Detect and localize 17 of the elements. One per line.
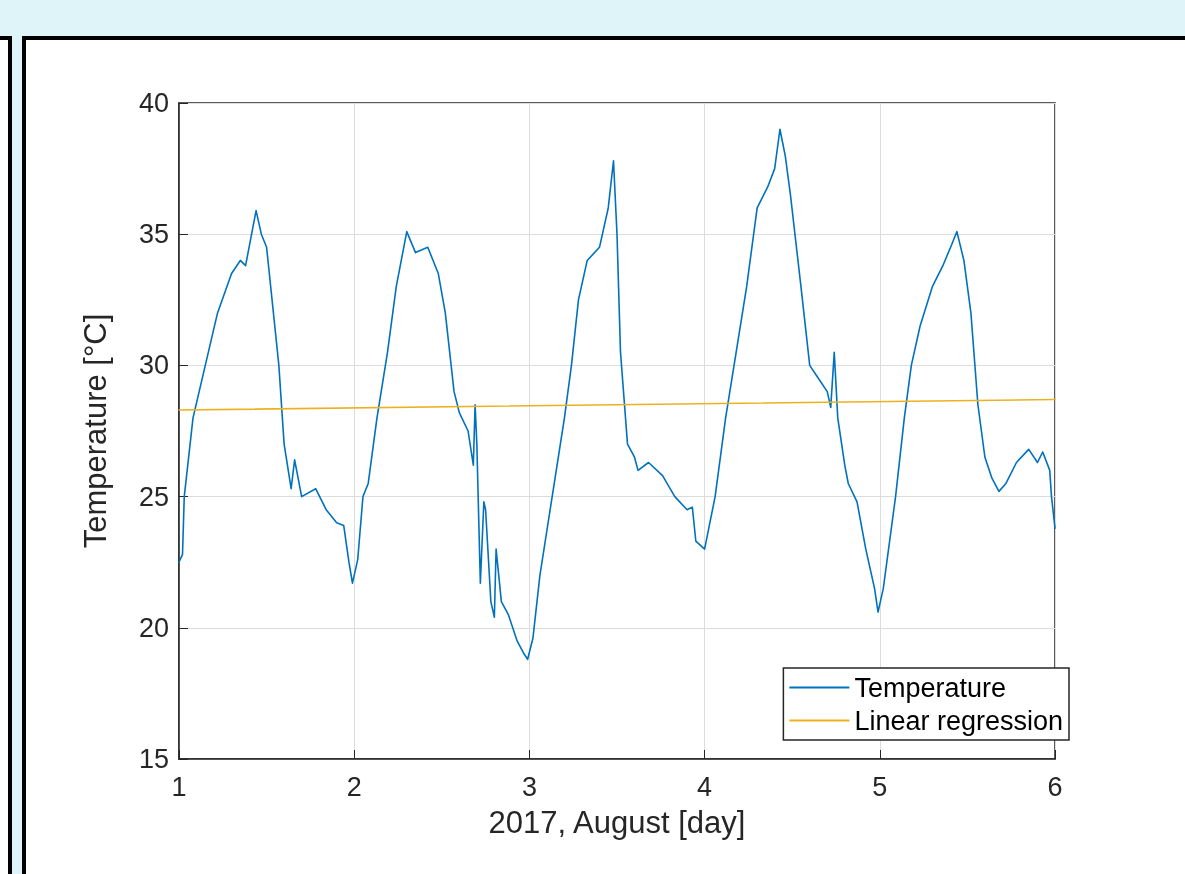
line-series [178,128,1056,661]
y-tick-label: 25 [138,481,169,512]
y-tick-label: 30 [138,350,169,381]
x-axis-title: 2017, August [day] [488,805,746,840]
y-axis-title: Temperature [°C] [78,313,113,549]
x-tick-label: 2 [346,771,362,802]
x-tick-label: 1 [171,771,187,802]
x-tick-label: 4 [697,771,713,802]
y-tick-label: 35 [138,219,169,250]
legend-label: Temperature [854,672,1006,703]
x-tick-label: 3 [521,771,537,802]
y-tick-label: 40 [138,88,169,118]
x-tick-label: 6 [1047,771,1063,802]
y-tick-label: 20 [138,612,169,643]
legend-label: Linear regression [854,705,1064,736]
x-tick-label: 5 [872,771,888,802]
y-tick-label: 15 [138,744,169,774]
